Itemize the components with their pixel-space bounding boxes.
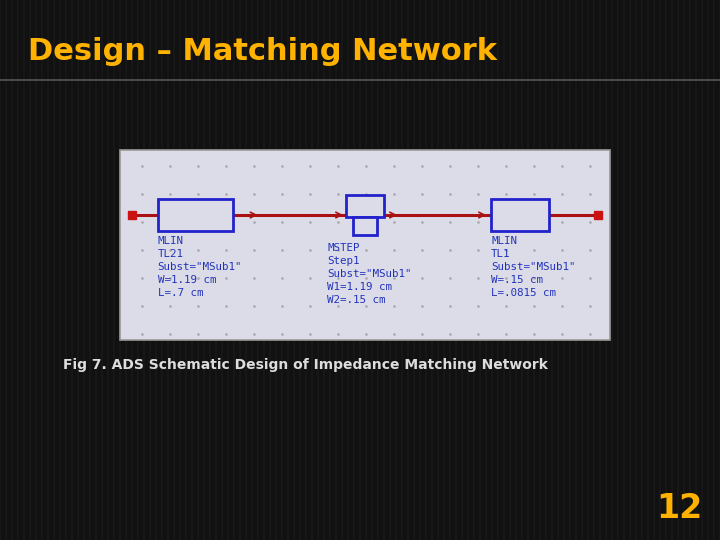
Text: TL1: TL1 <box>491 249 510 259</box>
Text: Subst="MSub1": Subst="MSub1" <box>158 262 242 272</box>
Bar <box>120 150 610 340</box>
Text: MLIN: MLIN <box>491 236 517 246</box>
Text: TL21: TL21 <box>158 249 184 259</box>
Bar <box>346 195 384 217</box>
Text: 12: 12 <box>657 492 703 525</box>
Bar <box>491 199 549 231</box>
Text: Subst="MSub1": Subst="MSub1" <box>491 262 575 272</box>
Bar <box>353 217 377 235</box>
Text: W=.15 cm: W=.15 cm <box>491 275 543 285</box>
Text: W1=1.19 cm: W1=1.19 cm <box>327 282 392 292</box>
Text: Subst="MSub1": Subst="MSub1" <box>327 269 412 279</box>
Bar <box>158 199 233 231</box>
Text: L=.0815 cm: L=.0815 cm <box>491 288 556 298</box>
Text: MLIN: MLIN <box>158 236 184 246</box>
Text: W2=.15 cm: W2=.15 cm <box>327 295 385 305</box>
Text: Design – Matching Network: Design – Matching Network <box>28 37 497 66</box>
Text: L=.7 cm: L=.7 cm <box>158 288 203 298</box>
Text: MSTEP: MSTEP <box>327 243 359 253</box>
Text: Step1: Step1 <box>327 256 359 266</box>
Text: Fig 7. ADS Schematic Design of Impedance Matching Network: Fig 7. ADS Schematic Design of Impedance… <box>63 358 547 372</box>
Text: W=1.19 cm: W=1.19 cm <box>158 275 216 285</box>
